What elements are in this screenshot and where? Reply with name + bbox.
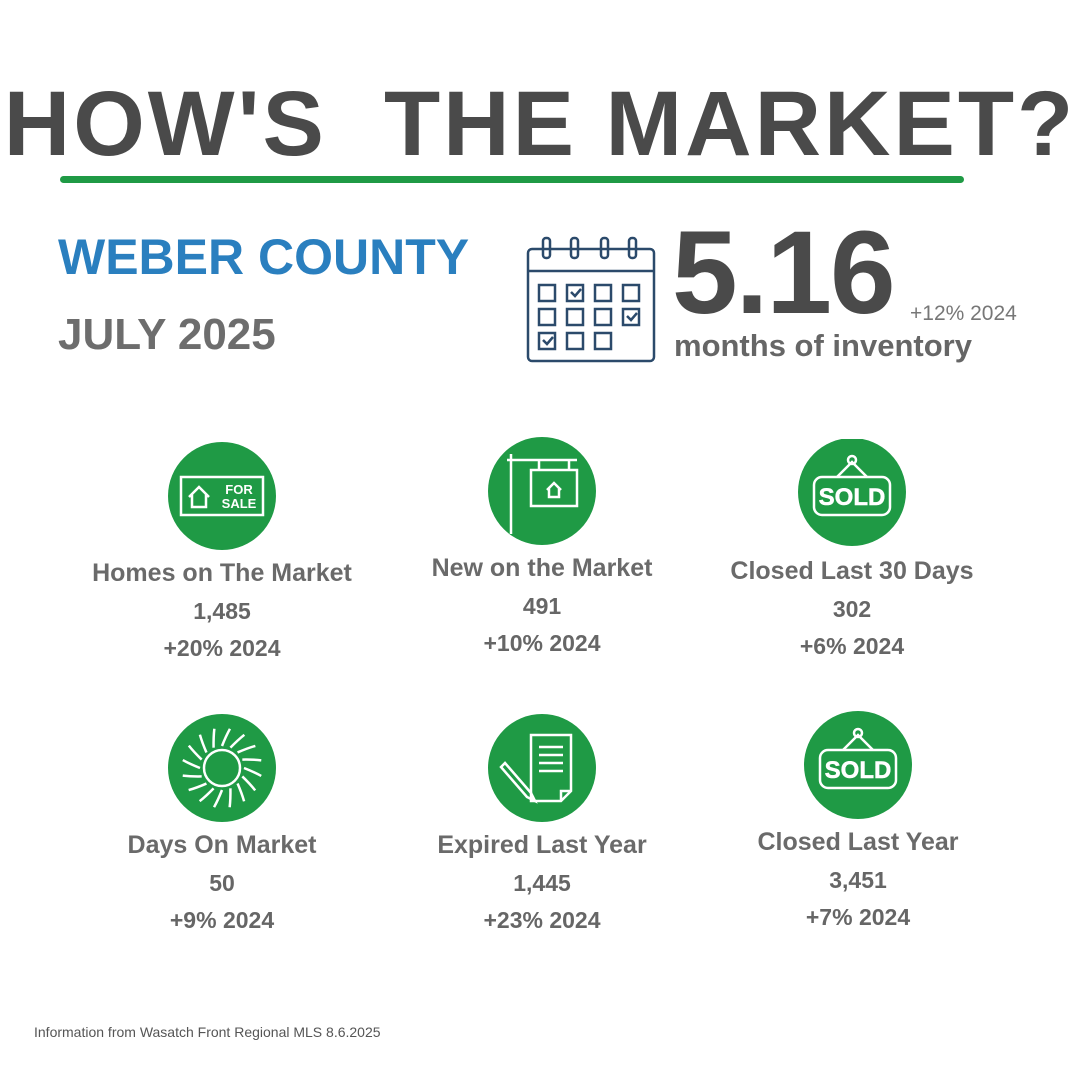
document-icon <box>488 714 596 822</box>
period: JULY 2025 <box>58 310 276 359</box>
icon-text: FOR <box>225 482 253 497</box>
sun-ray <box>243 766 262 778</box>
stat-value: 50 <box>209 870 235 896</box>
stat-label: Closed Last 30 Days <box>730 557 974 585</box>
stat-label: Days On Market <box>127 831 317 859</box>
stat: New on the Market 491 +10% 2024 <box>342 436 742 657</box>
stat: SOLD Closed Last Year 3,451 +7% 2024 <box>658 710 1058 931</box>
sun-ray <box>242 758 262 762</box>
inventory-change: +12% 2024 <box>910 302 1017 325</box>
stat-label: Homes on The Market <box>92 559 352 587</box>
icon-text: SOLD <box>819 484 886 511</box>
stat-value: 302 <box>832 596 872 622</box>
stat: Expired Last Year 1,445 +23% 2024 <box>342 713 742 934</box>
divider <box>60 176 964 183</box>
sun-ray <box>212 789 224 808</box>
sun-ray <box>241 775 257 792</box>
county: WEBER COUNTY <box>58 229 470 285</box>
new-listing-icon <box>488 437 596 545</box>
icon-text: SOLD <box>825 757 892 784</box>
sun-ray <box>237 744 256 754</box>
footer: Information from Wasatch Front Regional … <box>34 1024 381 1040</box>
sun-ray <box>228 788 232 808</box>
sun-ray <box>229 733 246 749</box>
icon-text: SALE <box>222 496 257 511</box>
calendar-icon <box>526 236 656 363</box>
stat: Days On Market 50 +9% 2024 <box>22 713 422 934</box>
sun-ray <box>220 728 232 747</box>
stat-value: 1,445 <box>513 870 571 896</box>
stat-value: 3,451 <box>829 867 887 893</box>
stat-change: +23% 2024 <box>483 907 601 933</box>
stat-label: Expired Last Year <box>437 831 647 859</box>
stat-change: +10% 2024 <box>483 630 601 656</box>
inventory-value: 5.16 <box>672 207 896 339</box>
stat: FOR SALE Homes on The Market 1,485 +20% … <box>22 441 422 662</box>
sun-ray <box>212 728 216 748</box>
sun-ray <box>236 783 246 802</box>
stat-label: Closed Last Year <box>757 828 959 856</box>
sun-ray <box>188 782 207 792</box>
stat-value: 491 <box>522 593 562 619</box>
sun-ray <box>187 744 203 761</box>
stat-change: +9% 2024 <box>169 907 275 933</box>
sun-icon <box>168 714 276 822</box>
sold-icon: SOLD <box>804 711 912 819</box>
stat-change: +7% 2024 <box>805 904 911 930</box>
stat-label: New on the Market <box>431 554 653 582</box>
sun-ray <box>182 758 201 770</box>
sold-icon: SOLD <box>798 439 906 546</box>
stat-value: 1,485 <box>193 598 251 624</box>
sun-ray <box>198 787 215 803</box>
stat: SOLD Closed Last 30 Days 302 +6% 2024 <box>652 439 1052 660</box>
stat-change: +6% 2024 <box>799 633 905 659</box>
for-sale-icon: FOR SALE <box>168 442 276 550</box>
stat-change: +20% 2024 <box>163 635 281 661</box>
inventory-label: months of inventory <box>674 328 972 363</box>
title: HOW'S THE MARKET? <box>3 73 1077 175</box>
sun-ray <box>198 734 208 753</box>
sun-ray <box>182 774 202 778</box>
